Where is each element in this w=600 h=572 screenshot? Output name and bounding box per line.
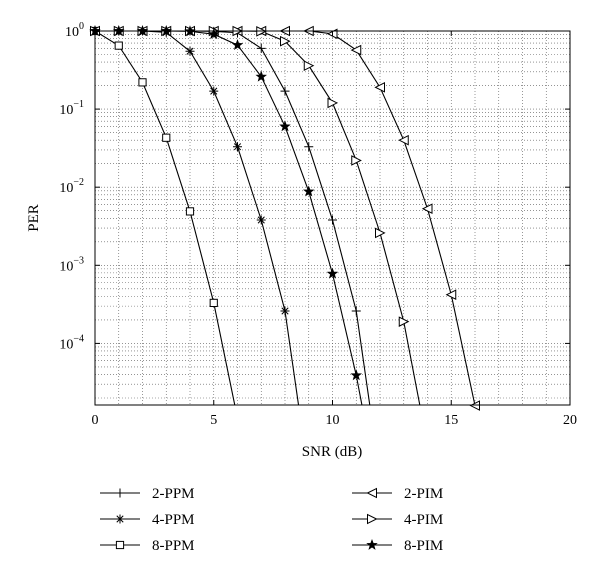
- legend-label: 2-PIM: [404, 486, 443, 502]
- legend: 2-PPM 4-PPM 8-PPM 2-PIM 4-PIM 8-PIM: [100, 486, 443, 554]
- data-point-2-pim: [374, 82, 385, 93]
- data-point-2-pim: [398, 134, 409, 146]
- y-tick-label: 100: [65, 21, 84, 40]
- legend-entry-4-pim: 4-PIM: [352, 512, 443, 528]
- data-point-4-pim: [351, 155, 362, 166]
- legend-marker-8-pim: [366, 538, 378, 550]
- data-point-4-ppm: [185, 46, 195, 56]
- data-point-4-ppm: [209, 86, 219, 96]
- legend-marker-2-ppm: [115, 488, 125, 498]
- data-point-2-ppm: [280, 86, 290, 96]
- data-point-8-ppm: [114, 41, 123, 50]
- data-point-2-ppm: [328, 215, 337, 225]
- data-point-4-pim: [280, 35, 291, 47]
- data-point-8-ppm: [138, 78, 147, 87]
- legend-entry-8-pim: 8-PIM: [352, 538, 443, 554]
- data-point-2-pim: [469, 400, 480, 411]
- data-point-2-ppm: [351, 306, 361, 316]
- legend-entry-8-ppm: 8-PPM: [100, 538, 195, 554]
- legend-marker-8-ppm: [115, 540, 125, 550]
- data-point-8-pim: [255, 70, 267, 82]
- x-tick-label: 10: [326, 413, 340, 428]
- x-tick-label: 15: [444, 413, 458, 428]
- y-tick-label: 10−3: [59, 255, 84, 274]
- data-point-4-pim: [303, 60, 315, 71]
- data-point-4-ppm: [233, 142, 242, 152]
- legend-marker-4-ppm: [115, 514, 125, 524]
- data-point-2-pim: [421, 203, 433, 215]
- y-tick-label: 10−2: [59, 177, 84, 196]
- data-point-8-pim: [350, 369, 362, 381]
- data-point-8-pim: [303, 185, 315, 197]
- y-tick-label: 10−4: [59, 333, 84, 352]
- y-axis-label: PER: [26, 204, 42, 232]
- legend-label: 8-PPM: [152, 538, 195, 554]
- data-point-2-pim: [445, 289, 457, 301]
- data-point-8-pim: [279, 120, 291, 132]
- x-axis-label: SNR (dB): [302, 444, 362, 460]
- data-point-2-ppm: [256, 43, 266, 53]
- data-point-8-ppm: [162, 133, 171, 142]
- legend-marker-4-pim: [367, 513, 378, 525]
- data-point-4-pim: [375, 227, 386, 239]
- legend-entry-4-ppm: 4-PPM: [100, 512, 195, 528]
- data-point-4-ppm: [280, 306, 290, 316]
- legend-entry-2-ppm: 2-PPM: [100, 486, 195, 502]
- series-line-4-ppm: [95, 31, 300, 405]
- data-point-8-ppm: [185, 207, 195, 216]
- x-tick-label: 20: [563, 413, 577, 428]
- data-point-4-pim: [327, 97, 339, 109]
- legend-marker-2-pim: [366, 487, 377, 499]
- y-tick-label: 10−1: [59, 99, 84, 118]
- axes: 0 5 10 15 20 100 10−1 10−2 10−3 10−4: [59, 21, 577, 428]
- data-point-8-pim: [326, 267, 339, 279]
- data-point-2-ppm: [304, 142, 314, 152]
- data-point-2-pim: [350, 44, 362, 56]
- data-point-8-pim: [231, 39, 244, 50]
- data-point-4-ppm: [256, 215, 266, 225]
- legend-entry-2-pim: 2-PIM: [352, 486, 443, 502]
- data-point-4-pim: [398, 316, 410, 327]
- data-point-8-ppm: [209, 298, 218, 308]
- series-line-2-pim: [95, 31, 476, 405]
- x-tick-label: 5: [210, 413, 217, 428]
- legend-label: 4-PPM: [152, 512, 195, 528]
- legend-label: 4-PIM: [404, 512, 443, 528]
- legend-label: 2-PPM: [152, 486, 195, 502]
- legend-label: 8-PIM: [404, 538, 443, 554]
- x-tick-label: 0: [92, 413, 99, 428]
